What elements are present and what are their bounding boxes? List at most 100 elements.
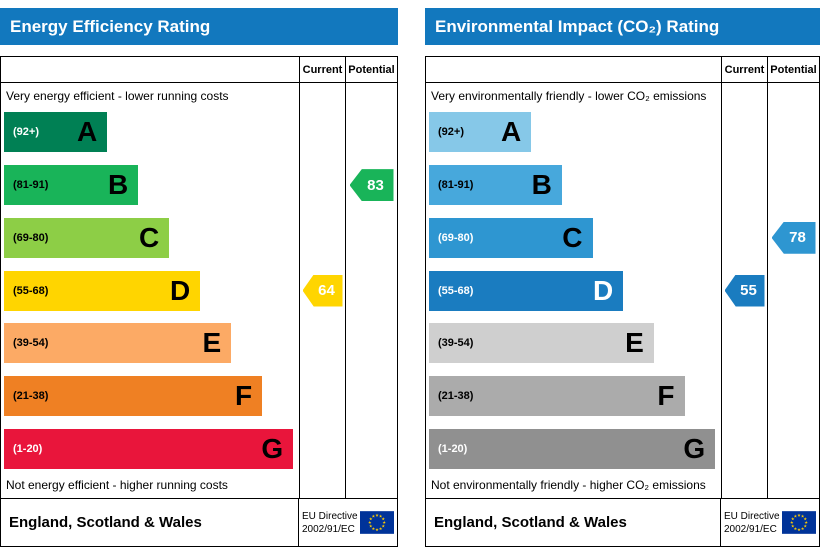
band-row-f: (21-38) F xyxy=(1,370,299,423)
header-spacer xyxy=(426,57,721,82)
band-letter: E xyxy=(202,327,222,359)
band-range-label: (1-20) xyxy=(13,442,43,455)
band-letter: F xyxy=(235,379,253,411)
band-letter: C xyxy=(562,221,583,253)
band-b: (81-91) B xyxy=(4,165,139,206)
eu-directive-line1: EU Directive xyxy=(302,510,358,522)
band-row-e: (39-54) E xyxy=(426,317,721,370)
column-header-current: Current xyxy=(299,57,345,82)
potential-slot-e xyxy=(768,317,819,370)
band-b: (81-91) B xyxy=(429,165,562,206)
band-letter: D xyxy=(592,274,614,306)
band-range-label: (69-80) xyxy=(13,231,49,244)
band-c: (69-80) C xyxy=(4,217,170,258)
environmental-impact-title: Environmental Impact (CO₂) Rating xyxy=(425,8,820,45)
table-footer: England, Scotland & Wales EU Directive 2… xyxy=(426,498,819,546)
top-caption: Very energy efficient - lower running co… xyxy=(6,89,229,103)
current-slot-c xyxy=(300,211,345,264)
table-header-row: Current Potential xyxy=(1,57,397,83)
table-body: Very energy efficient - lower running co… xyxy=(1,83,397,498)
band-row-b: (81-91) B xyxy=(1,159,299,212)
top-caption: Very environmentally friendly - lower CO… xyxy=(431,89,707,103)
band-range-label: (1-20) xyxy=(438,442,468,455)
potential-slot-c xyxy=(346,211,397,264)
eu-directive-cell: EU Directive 2002/91/EC xyxy=(720,499,819,546)
band-c: (69-80) C xyxy=(429,217,593,258)
eu-directive-cell: EU Directive 2002/91/EC xyxy=(298,499,397,546)
footer-region-label: England, Scotland & Wales xyxy=(9,514,202,531)
band-d: (55-68) D xyxy=(429,270,624,311)
current-rating-column: 64 xyxy=(299,83,345,498)
current-slot-c xyxy=(722,211,767,264)
potential-slot-e xyxy=(346,317,397,370)
band-letter: B xyxy=(107,169,129,201)
current-slot-f xyxy=(722,370,767,423)
band-range-label: (55-68) xyxy=(13,284,49,297)
energy-rating-table: Current Potential Very energy efficient … xyxy=(0,56,398,547)
energy-efficiency-title: Energy Efficiency Rating xyxy=(0,8,398,45)
current-rating-tag: 64 xyxy=(302,274,343,307)
potential-slot-f xyxy=(768,370,819,423)
bottom-caption: Not energy efficient - higher running co… xyxy=(6,478,228,492)
potential-slot-d xyxy=(768,264,819,317)
band-range-label: (92+) xyxy=(13,126,39,139)
eu-directive-line1: EU Directive xyxy=(724,510,780,522)
band-range-label: (81-91) xyxy=(438,179,474,192)
band-row-a: (92+) A xyxy=(426,106,721,159)
eu-directive-line2: 2002/91/EC xyxy=(302,523,355,535)
band-range-label: (69-80) xyxy=(438,231,474,244)
band-row-d: (55-68) D xyxy=(426,264,721,317)
eu-flag-icon xyxy=(782,511,816,534)
bands-container: (92+) A (81-91) B (69-80) C (55-68) D (39-54) E (2… xyxy=(426,106,721,475)
band-letter: B xyxy=(531,169,552,201)
band-letter: G xyxy=(261,432,284,464)
potential-rating-column: 78 xyxy=(767,83,819,498)
band-letter: F xyxy=(657,379,675,411)
eu-flag-icon xyxy=(360,511,394,534)
band-letter: G xyxy=(683,432,706,464)
potential-slot-b xyxy=(768,159,819,212)
band-g: (1-20) G xyxy=(4,428,294,469)
current-slot-b xyxy=(722,159,767,212)
band-e: (39-54) E xyxy=(4,323,232,364)
band-row-g: (1-20) G xyxy=(1,422,299,475)
band-f: (21-38) F xyxy=(4,375,263,416)
potential-slot-a xyxy=(346,106,397,159)
eu-directive-line2: 2002/91/EC xyxy=(724,523,777,535)
potential-slot-d xyxy=(346,264,397,317)
current-slot-a xyxy=(722,106,767,159)
potential-slot-g xyxy=(768,422,819,475)
band-range-label: (92+) xyxy=(438,126,464,139)
table-body: Very environmentally friendly - lower CO… xyxy=(426,83,819,498)
header-spacer xyxy=(1,57,299,82)
band-range-label: (21-38) xyxy=(438,389,474,402)
band-range-label: (39-54) xyxy=(13,337,49,350)
footer-region-label: England, Scotland & Wales xyxy=(434,514,627,531)
band-e: (39-54) E xyxy=(429,323,654,364)
current-slot-e xyxy=(722,317,767,370)
band-d: (55-68) D xyxy=(4,270,201,311)
band-row-d: (55-68) D xyxy=(1,264,299,317)
current-slot-f xyxy=(300,370,345,423)
column-header-current: Current xyxy=(721,57,767,82)
potential-slot-b: 83 xyxy=(346,159,397,212)
band-row-g: (1-20) G xyxy=(426,422,721,475)
band-row-a: (92+) A xyxy=(1,106,299,159)
co2-rating-table: Current Potential Very environmentally f… xyxy=(425,56,820,547)
potential-rating-column: 83 xyxy=(345,83,397,498)
table-footer: England, Scotland & Wales EU Directive 2… xyxy=(1,498,397,546)
environmental-impact-panel: Environmental Impact (CO₂) Rating Curren… xyxy=(425,8,820,547)
band-range-label: (81-91) xyxy=(13,179,49,192)
potential-rating-tag: 78 xyxy=(771,221,816,254)
bands-container: (92+) A (81-91) B (69-80) C (55-68) D (39-54) E (2… xyxy=(1,106,299,475)
potential-slot-g xyxy=(346,422,397,475)
current-slot-d: 55 xyxy=(722,264,767,317)
band-g: (1-20) G xyxy=(429,428,716,469)
band-row-c: (69-80) C xyxy=(426,211,721,264)
band-range-label: (21-38) xyxy=(13,389,49,402)
energy-efficiency-panel: Energy Efficiency Rating Current Potenti… xyxy=(0,8,398,547)
potential-slot-a xyxy=(768,106,819,159)
current-slot-a xyxy=(300,106,345,159)
potential-slot-c: 78 xyxy=(768,211,819,264)
